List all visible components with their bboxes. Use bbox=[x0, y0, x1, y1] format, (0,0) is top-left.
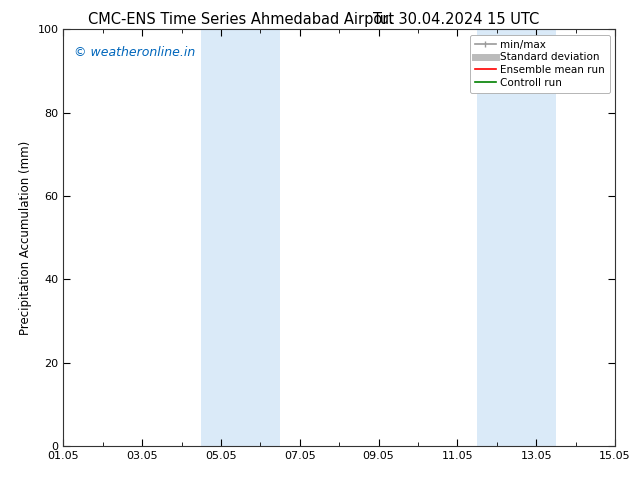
Bar bbox=[477, 29, 556, 446]
Y-axis label: Precipitation Accumulation (mm): Precipitation Accumulation (mm) bbox=[19, 141, 32, 335]
Text: CMC-ENS Time Series Ahmedabad Airport: CMC-ENS Time Series Ahmedabad Airport bbox=[88, 12, 394, 27]
Legend: min/max, Standard deviation, Ensemble mean run, Controll run: min/max, Standard deviation, Ensemble me… bbox=[470, 35, 610, 93]
Text: © weatheronline.in: © weatheronline.in bbox=[74, 46, 196, 59]
Text: Tu. 30.04.2024 15 UTC: Tu. 30.04.2024 15 UTC bbox=[373, 12, 540, 27]
Bar bbox=[202, 29, 280, 446]
